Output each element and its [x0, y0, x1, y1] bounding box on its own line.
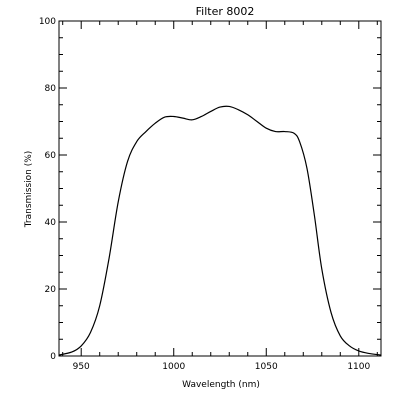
y-tick-label: 0: [50, 352, 56, 362]
minor-ticks: [59, 21, 381, 356]
major-ticks: [59, 20, 381, 357]
x-tick-label: 1000: [162, 362, 185, 372]
x-tick-label: 1100: [347, 362, 370, 372]
y-tick-label: 20: [45, 285, 57, 295]
y-tick-label: 100: [39, 17, 56, 27]
y-tick-label: 80: [45, 84, 57, 94]
x-tick-label: 1050: [255, 362, 278, 372]
plot-frame: [58, 20, 382, 357]
x-axis-label: Wavelength (nm): [182, 380, 260, 390]
y-axis-label: Transmission (%): [24, 151, 34, 229]
tick-labels: 950 1000 1050 1100 0 20 40 60 80 100: [39, 17, 371, 372]
y-tick-label: 40: [45, 218, 57, 228]
chart-title: Filter 8002: [196, 5, 255, 18]
series-line: [58, 105, 382, 356]
y-tick-label: 60: [45, 151, 57, 161]
x-tick-label: 950: [73, 362, 90, 372]
